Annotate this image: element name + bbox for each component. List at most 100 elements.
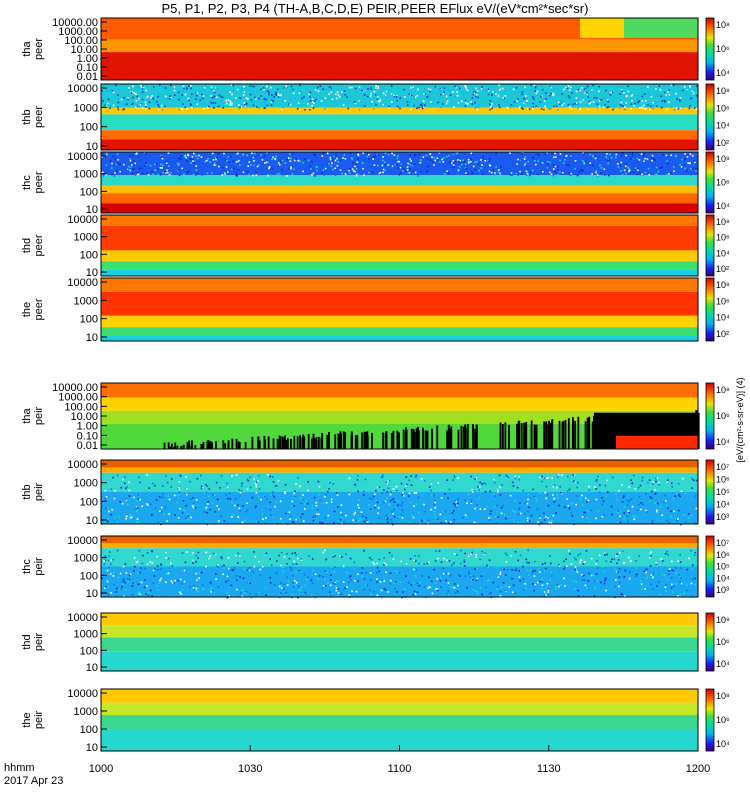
heatmap-noise: [475, 93, 478, 96]
heatmap-noise: [124, 487, 127, 490]
heatmap-noise: [403, 88, 405, 91]
heatmap-noise: [611, 476, 614, 479]
heatmap-noise: [195, 560, 197, 563]
heatmap-noise: [498, 106, 501, 109]
heatmap-noise: [391, 101, 393, 103]
heatmap-noise: [463, 565, 466, 567]
heatmap-noise: [370, 92, 372, 95]
heatmap-gap: [186, 442, 189, 449]
heatmap-noise: [214, 164, 217, 166]
heatmap-noise: [512, 88, 515, 91]
heatmap-noise: [114, 164, 116, 166]
heatmap-noise: [147, 594, 150, 597]
heatmap-noise: [341, 91, 343, 94]
heatmap-noise: [522, 489, 525, 492]
heatmap-noise: [224, 173, 226, 175]
heatmap-noise: [508, 162, 511, 165]
heatmap-noise: [501, 550, 504, 553]
heatmap-noise: [407, 495, 410, 497]
heatmap-noise: [337, 588, 340, 590]
heatmap-noise: [632, 158, 635, 161]
heatmap-noise: [147, 504, 149, 506]
heatmap-noise: [547, 160, 549, 163]
heatmap-noise: [200, 156, 203, 158]
heatmap-noise: [187, 515, 189, 518]
heatmap-noise: [246, 509, 249, 512]
heatmap-noise: [499, 572, 502, 575]
heatmap-noise: [474, 169, 477, 171]
heatmap-noise: [430, 101, 432, 103]
heatmap-noise: [137, 173, 140, 175]
heatmap-noise: [615, 153, 618, 156]
heatmap-noise: [385, 514, 388, 517]
heatmap-noise: [406, 168, 409, 170]
heatmap-gap: [278, 435, 281, 449]
heatmap-noise: [643, 93, 646, 95]
heatmap-noise: [619, 521, 622, 524]
heatmap-noise: [415, 492, 418, 494]
heatmap-noise: [315, 162, 317, 165]
heatmap-noise: [608, 158, 611, 160]
x-tick-label: 1100: [388, 763, 412, 775]
heatmap-noise: [307, 489, 309, 492]
heatmap-noise: [579, 559, 582, 561]
heatmap-noise: [302, 494, 304, 496]
heatmap-noise: [442, 157, 445, 159]
heatmap-noise: [171, 582, 174, 584]
colorbar: [705, 151, 715, 214]
heatmap-gap: [545, 422, 547, 449]
heatmap-noise: [354, 102, 357, 105]
heatmap-noise: [522, 565, 524, 568]
heatmap-noise: [692, 167, 694, 170]
heatmap-noise: [299, 485, 301, 488]
heatmap-noise: [550, 108, 552, 110]
heatmap-noise: [664, 156, 666, 158]
heatmap-noise: [667, 163, 669, 165]
heatmap-noise: [376, 581, 378, 583]
heatmap-noise: [237, 516, 240, 518]
heatmap-noise: [170, 172, 172, 174]
heatmap-noise: [693, 160, 695, 162]
heatmap-noise: [566, 490, 569, 493]
heatmap-noise: [580, 156, 582, 159]
heatmap-noise: [652, 481, 655, 484]
heatmap-noise: [661, 479, 664, 481]
heatmap-noise: [685, 169, 688, 172]
heatmap-noise: [226, 160, 228, 162]
heatmap-noise: [269, 558, 271, 560]
heatmap-noise: [291, 552, 294, 555]
heatmap-noise: [680, 166, 683, 168]
heatmap-noise: [624, 569, 627, 572]
heatmap-noise: [298, 170, 301, 173]
heatmap-noise: [258, 488, 261, 490]
heatmap-noise: [562, 102, 565, 105]
heatmap-noise: [350, 490, 353, 493]
heatmap-noise: [413, 582, 415, 584]
heatmap-noise: [688, 557, 690, 560]
heatmap-noise: [691, 155, 694, 157]
heatmap-noise: [603, 104, 605, 106]
heatmap-noise: [686, 568, 689, 571]
heatmap-noise: [355, 590, 358, 593]
heatmap-noise: [131, 164, 133, 166]
heatmap-noise: [398, 173, 401, 176]
heatmap-noise: [684, 167, 686, 170]
heatmap-noise: [635, 567, 638, 569]
heatmap-noise: [577, 98, 580, 100]
heatmap-noise: [270, 514, 272, 516]
heatmap-noise: [689, 167, 692, 170]
colorbar: [705, 277, 715, 342]
heatmap-noise: [679, 567, 682, 569]
heatmap-noise: [379, 155, 382, 157]
heatmap-noise: [327, 582, 329, 584]
heatmap-noise: [582, 563, 585, 565]
heatmap-noise: [151, 95, 153, 97]
heatmap-noise: [405, 575, 407, 577]
heatmap-noise: [378, 172, 381, 175]
heatmap-noise: [128, 481, 130, 484]
heatmap-noise: [194, 155, 197, 158]
heatmap-noise: [416, 107, 418, 110]
y-tick-label: 100: [80, 249, 98, 261]
heatmap-noise: [592, 164, 594, 167]
heatmap-noise: [424, 555, 426, 557]
